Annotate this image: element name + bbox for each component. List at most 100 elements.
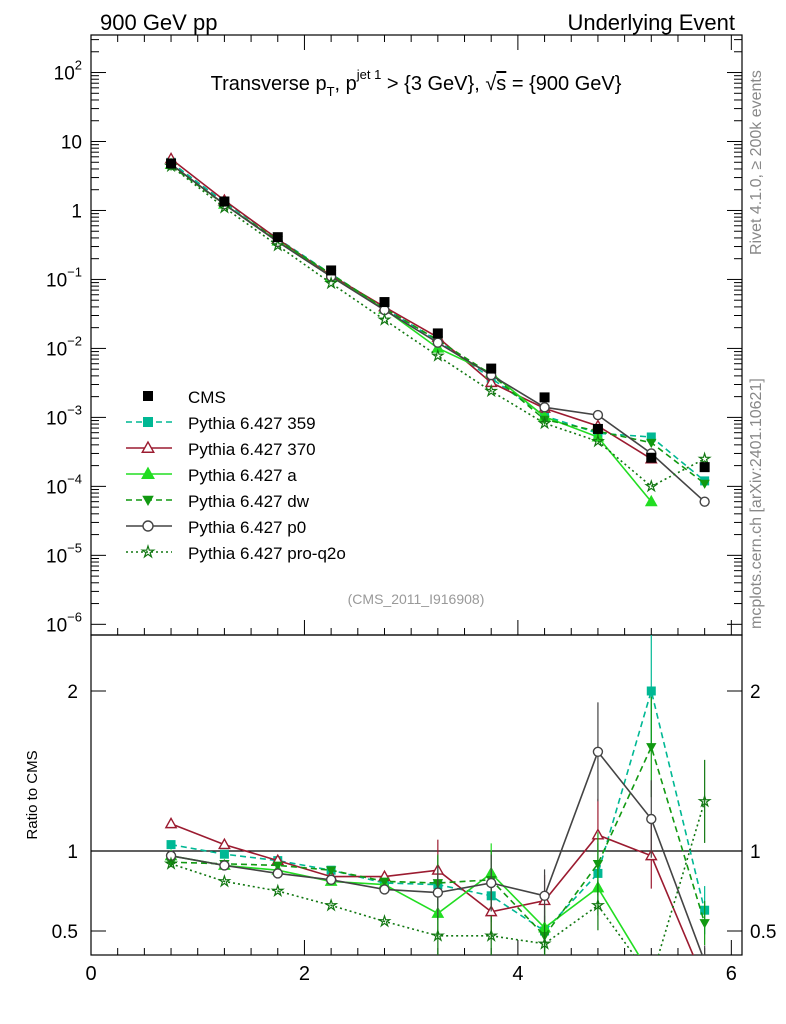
ratio-point-series-3 bbox=[165, 858, 177, 868]
main-point-series-4 bbox=[432, 337, 444, 348]
ratio-point-series-5 bbox=[697, 793, 712, 808]
header-left: 900 GeV pp bbox=[100, 10, 217, 35]
cms-data-point bbox=[379, 297, 390, 308]
ratio-point-series-1 bbox=[164, 816, 178, 829]
ratio-point-series-5 bbox=[163, 856, 179, 870]
ratio-point-series-5 bbox=[537, 936, 552, 950]
main-y-tick-label: 10−5 bbox=[46, 540, 82, 567]
ratio-y-axis-label: Ratio to CMS bbox=[24, 750, 41, 839]
legend-marker-0 bbox=[143, 417, 153, 427]
ratio-line-series-3 bbox=[170, 744, 706, 938]
header-right: Underlying Event bbox=[567, 10, 735, 35]
legend-label-1: Pythia 6.427 370 bbox=[188, 440, 316, 459]
x-tick-label: 4 bbox=[512, 963, 523, 985]
ratio-y-tick-label: 0.5 bbox=[52, 922, 78, 943]
x-tick-label: 0 bbox=[85, 963, 96, 985]
cms-data-point bbox=[486, 363, 497, 374]
main-point-series-5 bbox=[644, 479, 659, 493]
main-line-series-5 bbox=[170, 165, 705, 488]
main-y-tick-label: 1 bbox=[71, 201, 82, 222]
ratio-point-series-4 bbox=[379, 884, 390, 895]
x-tick-label: 2 bbox=[299, 963, 310, 985]
main-point-series-3 bbox=[539, 415, 550, 425]
ratio-line-series-2 bbox=[170, 855, 640, 955]
rivet-version-label: Rivet 4.1.0, ≥ 200k events bbox=[748, 70, 765, 255]
main-line-series-0 bbox=[170, 161, 706, 482]
ratio-point-series-3 bbox=[272, 861, 283, 871]
ratio-point-series-3 bbox=[592, 859, 604, 870]
main-point-series-5 bbox=[537, 415, 552, 430]
main-point-series-5 bbox=[270, 238, 285, 252]
cms-data-point bbox=[272, 232, 283, 243]
ratio-point-series-0 bbox=[219, 849, 229, 859]
ratio-point-series-5 bbox=[484, 928, 499, 942]
main-series-group bbox=[163, 152, 712, 507]
main-point-series-0 bbox=[646, 432, 656, 442]
legend-marker-cms bbox=[143, 391, 153, 401]
ratio-point-series-4 bbox=[486, 877, 497, 889]
ratio-point-series-5 bbox=[217, 874, 232, 888]
legend-label-5: Pythia 6.427 pro-q2o bbox=[188, 544, 346, 563]
legend-label-4: Pythia 6.427 p0 bbox=[188, 518, 306, 537]
main-line-series-3 bbox=[170, 165, 706, 485]
ratio-y-tick-label-right: 0.5 bbox=[750, 922, 776, 943]
cms-data-point bbox=[699, 462, 710, 473]
cms-data-point bbox=[219, 196, 230, 207]
legend-marker-2 bbox=[141, 466, 155, 479]
legend: CMS Pythia 6.427 359 Pythia 6.427 370 Pythi… bbox=[126, 388, 346, 563]
main-y-ticks: 102 10 1 10−1 10−2 10−3 10−4 10−5 10−6 bbox=[46, 35, 742, 636]
main-point-series-4 bbox=[699, 496, 710, 507]
legend-marker-4 bbox=[142, 520, 154, 532]
main-y-tick-label: 102 bbox=[54, 58, 82, 85]
main-point-series-3 bbox=[646, 438, 657, 449]
main-point-series-5 bbox=[324, 275, 339, 290]
main-line-series-1 bbox=[170, 158, 652, 460]
ratio-y-tick-label: 1 bbox=[67, 842, 78, 863]
analysis-watermark: (CMS_2011_I916908) bbox=[348, 591, 485, 607]
ratio-point-series-4 bbox=[432, 887, 444, 898]
main-point-series-5 bbox=[430, 348, 445, 362]
ratio-point-series-0 bbox=[646, 686, 656, 696]
ratio-point-series-3 bbox=[379, 877, 390, 887]
ratio-point-series-4 bbox=[272, 868, 283, 879]
ratio-point-series-5 bbox=[377, 914, 392, 928]
cms-data-point bbox=[592, 423, 603, 434]
ratio-point-series-4 bbox=[592, 746, 604, 757]
ratio-y-tick-label-right: 1 bbox=[750, 842, 761, 863]
main-y-tick-label: 10−4 bbox=[46, 471, 82, 498]
main-point-series-2 bbox=[644, 494, 658, 507]
main-y-tick-label: 10−1 bbox=[46, 264, 82, 291]
ratio-point-series-3 bbox=[699, 919, 710, 929]
x-tick-label: 6 bbox=[726, 963, 737, 985]
cms-data-point bbox=[432, 328, 443, 339]
ratio-point-series-5 bbox=[590, 898, 606, 912]
ratio-point-series-4 bbox=[646, 813, 657, 825]
ratio-y-tick-label-right: 2 bbox=[750, 682, 761, 703]
cms-data-point bbox=[539, 392, 550, 403]
legend-marker-3 bbox=[142, 495, 154, 506]
legend-label-cms: CMS bbox=[188, 388, 226, 407]
ratio-series-group: 0.5 0.5 1 1 2 2 0 2 4 6 bbox=[52, 635, 776, 985]
main-y-tick-label: 10−3 bbox=[46, 402, 82, 429]
ratio-plot-frame bbox=[90, 634, 743, 956]
main-point-series-4 bbox=[592, 409, 604, 421]
legend-marker-5 bbox=[140, 543, 156, 559]
legend-label-3: Pythia 6.427 dw bbox=[188, 492, 310, 511]
cms-data-point bbox=[326, 265, 337, 276]
ratio-lines bbox=[163, 635, 712, 955]
ratio-point-series-4 bbox=[219, 860, 230, 871]
ratio-point-series-5 bbox=[430, 928, 445, 942]
ratio-point-series-5 bbox=[324, 898, 339, 912]
main-y-tick-label: 10−2 bbox=[46, 333, 82, 360]
ratio-point-series-5 bbox=[270, 883, 285, 898]
legend-label-0: Pythia 6.427 359 bbox=[188, 414, 316, 433]
main-point-series-5 bbox=[484, 383, 499, 398]
ratio-point-series-3 bbox=[325, 866, 337, 876]
main-plot-title: Transverse pT, pjet 1 > {3 GeV}, √s = {9… bbox=[211, 67, 622, 99]
ratio-point-series-0 bbox=[166, 840, 176, 850]
main-point-series-3 bbox=[699, 479, 710, 489]
main-point-series-5 bbox=[697, 451, 712, 465]
main-point-series-5 bbox=[377, 312, 392, 326]
cms-data-point bbox=[166, 158, 177, 169]
